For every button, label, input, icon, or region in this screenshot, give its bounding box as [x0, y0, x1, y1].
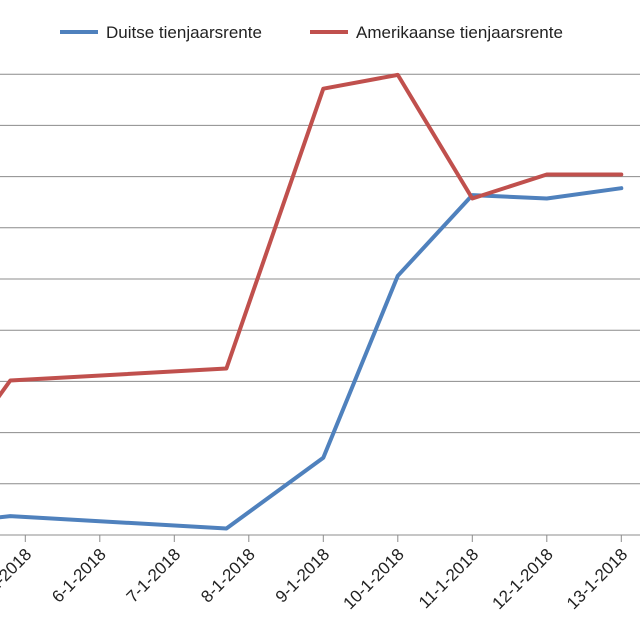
x-tick-label: 12-1-2018 [489, 545, 557, 613]
series-line-amerikaanse [0, 72, 624, 399]
legend-label: Amerikaanse tienjaarsrente [356, 23, 563, 42]
x-tick-label: 5-1-2018 [0, 545, 35, 607]
x-tick-label: 10-1-2018 [340, 545, 408, 613]
x-tick-label: 6-1-2018 [48, 545, 110, 607]
x-tick-label: 8-1-2018 [197, 545, 259, 607]
x-tick-label: 7-1-2018 [123, 545, 185, 607]
legend: Duitse tienjaarsrente Amerikaanse tienjaa… [60, 23, 563, 42]
series-lines [0, 72, 624, 531]
x-tick-label: 11-1-2018 [415, 545, 482, 612]
series-line-duitse [0, 186, 624, 531]
legend-label: Duitse tienjaarsrente [106, 23, 262, 42]
x-tick-label: 9-1-2018 [272, 545, 334, 607]
gridlines [0, 73, 640, 536]
x-tick-label: 13-1-2018 [563, 545, 631, 613]
x-axis: 5-1-2018 6-1-2018 7-1-2018 8-1-2018 9-1-2018… [0, 534, 640, 613]
